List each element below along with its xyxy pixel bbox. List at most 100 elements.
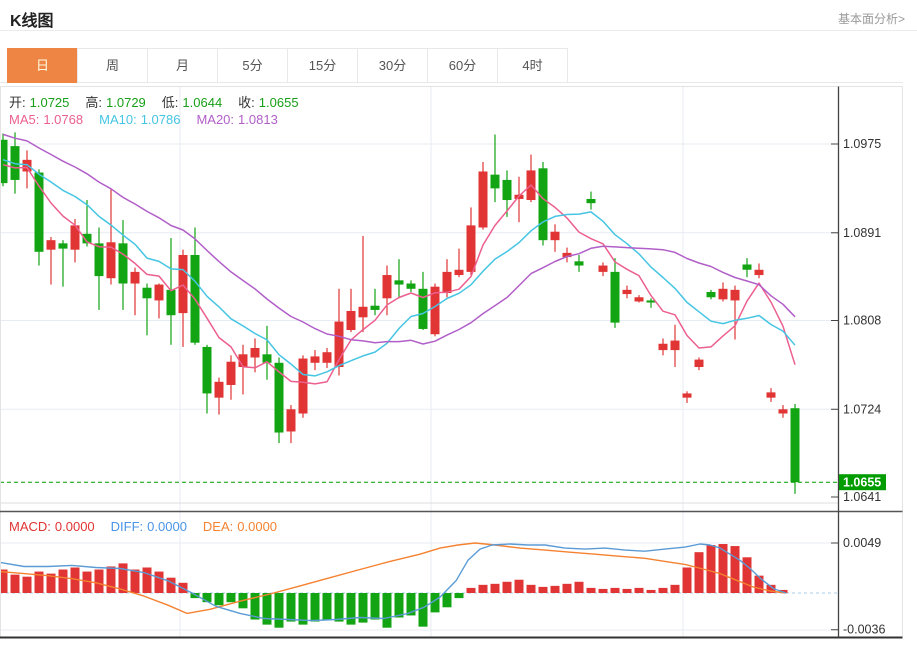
candle: [382, 275, 392, 299]
tab-month[interactable]: 月: [147, 48, 218, 83]
candle: [34, 172, 44, 252]
tab-60min[interactable]: 60分: [427, 48, 498, 83]
candle: [358, 306, 368, 318]
candle: [634, 297, 644, 302]
svg-text:1.0724: 1.0724: [843, 402, 881, 416]
ma-ma20-value: 1.0813: [238, 112, 278, 127]
ohlc-open-label: 开:: [9, 95, 26, 110]
candle: [754, 269, 764, 276]
candles: [0, 132, 800, 494]
tab-day[interactable]: 日: [7, 48, 78, 83]
candle: [346, 310, 356, 331]
candle: [394, 280, 404, 285]
candle: [286, 409, 296, 432]
ohlc-close-label: 收:: [238, 95, 255, 110]
candle: [406, 283, 416, 289]
candle: [502, 179, 512, 201]
ohlc-close-value: 1.0655: [258, 95, 299, 110]
ohlc-info-row: 开: 1.0725 高: 1.0729 低: 1.0644 收: 1.0655: [9, 92, 315, 111]
ma-ma20-label: MA20:: [196, 112, 235, 127]
candle: [418, 288, 428, 329]
macd-info-row: MACD: 0.0000 DIFF: 0.0000 DEA: 0.0000: [9, 519, 293, 534]
candle: [586, 198, 596, 204]
ma-ma10-label: MA10:: [99, 112, 137, 127]
candle: [94, 243, 104, 277]
macd-histogram: [0, 544, 788, 628]
candle: [238, 354, 248, 368]
period-tabbar: 日周月 5分 15分 30分 60分 4时: [7, 48, 568, 83]
page-title: K线图: [10, 13, 54, 30]
candle: [178, 254, 188, 314]
candle: [538, 168, 548, 241]
tab-week[interactable]: 周: [77, 48, 148, 83]
ma20-line: [2, 133, 796, 345]
tab-5min[interactable]: 5分: [217, 48, 288, 83]
candle: [118, 243, 128, 284]
macd-macd-value: 0.0000: [54, 519, 95, 534]
candle: [226, 361, 236, 385]
ma5-line: [2, 163, 796, 385]
candle: [478, 171, 488, 228]
ma-ma5-label: MA5:: [9, 112, 40, 127]
candle: [646, 300, 656, 303]
candle: [298, 358, 308, 414]
candle: [694, 359, 704, 368]
candle: [658, 343, 668, 351]
candle: [598, 265, 608, 272]
candle: [22, 159, 32, 172]
ma-ma5-value: 1.0768: [43, 112, 84, 127]
macd-diff-value: 0.0000: [147, 519, 187, 534]
candle: [490, 174, 500, 189]
candle: [610, 271, 620, 323]
svg-text:1.0641: 1.0641: [843, 490, 881, 504]
candle: [766, 392, 776, 398]
title-divider: [0, 30, 917, 31]
tab-30min[interactable]: 30分: [357, 48, 428, 83]
current-price-badge: [839, 474, 886, 491]
candle: [166, 289, 176, 316]
candle: [130, 271, 140, 284]
macd-dea-value: 0.0000: [237, 519, 278, 534]
candle: [562, 252, 572, 258]
candle: [682, 393, 692, 398]
candle: [322, 352, 332, 363]
tab-15min[interactable]: 15分: [287, 48, 358, 83]
macd-macd-label: MACD:: [9, 519, 51, 534]
svg-text:1.0808: 1.0808: [843, 314, 881, 328]
candle: [106, 242, 116, 279]
candle: [730, 289, 740, 301]
fundamental-analysis-link[interactable]: 基本面分析>: [837, 12, 905, 26]
candle: [154, 284, 164, 301]
svg-text:1.0891: 1.0891: [843, 226, 881, 240]
ohlc-low-label: 低:: [161, 95, 179, 110]
candle: [70, 225, 80, 250]
svg-text:-0.0036: -0.0036: [843, 623, 885, 637]
diff-line: [0, 543, 787, 622]
candle: [58, 243, 68, 249]
tab-4hour[interactable]: 4时: [497, 48, 568, 83]
candle: [742, 264, 752, 270]
candle: [274, 362, 284, 433]
svg-text:0.0049: 0.0049: [843, 536, 881, 550]
candle: [262, 354, 272, 363]
candle: [82, 233, 92, 244]
candle: [622, 289, 632, 295]
candle: [670, 340, 680, 351]
candle: [718, 288, 728, 300]
candle: [370, 305, 380, 310]
ma-ma10-value: 1.0786: [140, 112, 181, 127]
ma10-line: [2, 158, 796, 377]
candle: [790, 408, 800, 483]
ohlc-high-value: 1.0729: [106, 95, 146, 110]
candle: [214, 381, 224, 398]
candle: [46, 240, 56, 250]
candle: [0, 139, 8, 184]
ohlc-low-value: 1.0644: [182, 95, 223, 110]
dea-line: [0, 542, 787, 615]
candle: [250, 347, 260, 358]
candle: [202, 346, 212, 394]
candle: [430, 286, 440, 335]
ma-info-row: MA5: 1.0768 MA10: 1.0786 MA20: 1.0813: [9, 112, 294, 127]
candle: [778, 409, 788, 414]
